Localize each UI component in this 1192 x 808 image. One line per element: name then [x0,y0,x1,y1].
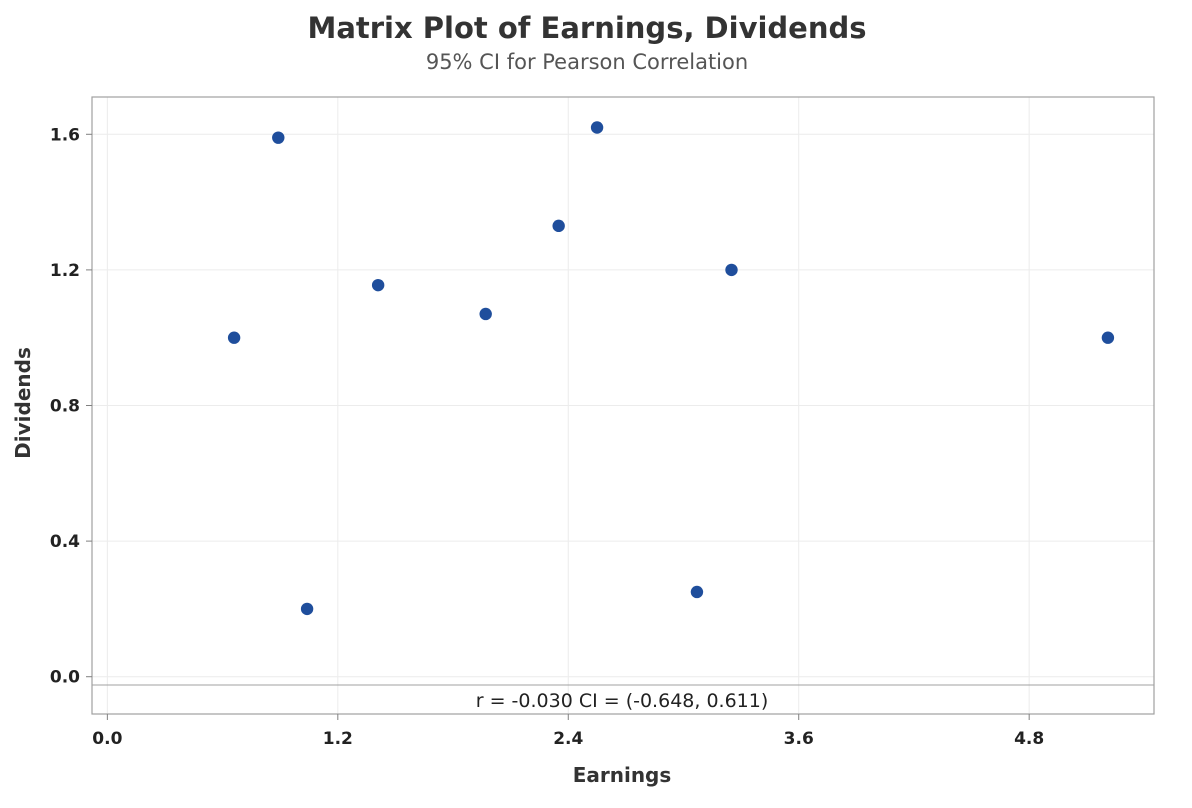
y-tick-label: 1.2 [50,261,80,281]
y-tick-label: 0.8 [50,397,80,417]
y-tick-label: 0.0 [50,668,80,688]
x-axis-label: Earnings [573,763,672,787]
chart-subtitle: 95% CI for Pearson Correlation [426,50,748,74]
data-points [227,121,1115,616]
data-point [300,602,314,616]
x-tick-label: 1.2 [323,729,353,749]
data-point [371,278,385,292]
x-axis-ticks: 0.0 1.2 2.4 3.6 4.8 [92,714,1044,749]
data-point [227,331,241,344]
data-point [272,131,285,144]
data-point [690,585,704,599]
x-tick-label: 3.6 [784,729,814,749]
data-point [552,219,565,233]
y-axis-ticks: 0.0 0.4 0.8 1.2 1.6 [50,125,92,688]
data-point [1101,331,1115,344]
data-point [479,307,492,321]
x-tick-label: 0.0 [92,729,122,749]
correlation-annotation: r = -0.030 CI = (-0.648, 0.611) [476,690,769,712]
x-tick-label: 4.8 [1014,729,1044,749]
gridlines [92,97,1154,714]
chart-title: Matrix Plot of Earnings, Dividends [307,11,866,45]
y-tick-label: 0.4 [50,532,80,552]
y-tick-label: 1.6 [50,125,80,145]
y-axis-label: Dividends [11,347,35,459]
x-tick-label: 2.4 [553,729,583,749]
data-point [725,263,738,277]
data-point [590,121,604,134]
